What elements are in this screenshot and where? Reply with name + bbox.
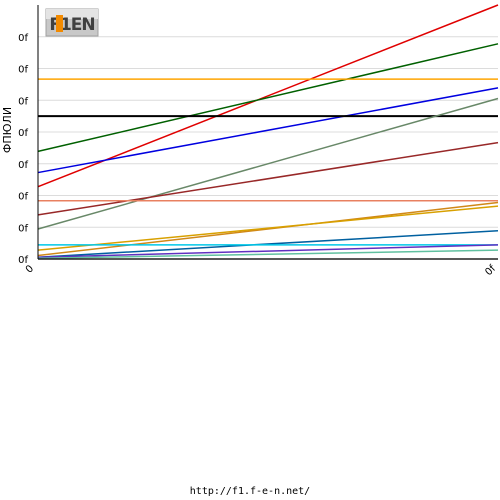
y-tick-label: 0f	[18, 160, 28, 171]
y-tick-label: 0f	[18, 192, 28, 203]
grid	[38, 36, 498, 260]
series-line-9	[37, 201, 499, 257]
footer-url[interactable]: http://f1.f-e-n.net/	[189, 486, 311, 497]
series-line-11	[37, 230, 499, 258]
series-line-2	[37, 43, 499, 153]
axes	[37, 5, 498, 260]
series-line-14	[37, 249, 499, 260]
series-line-6	[37, 97, 499, 230]
y-tick-label: 0f	[18, 128, 28, 139]
y-axis-label: ФПЮЛИ	[1, 107, 14, 153]
series-line-7	[37, 141, 499, 216]
series-line-1	[37, 4, 499, 188]
series-line-4	[37, 87, 499, 174]
y-tick-label: 0f	[18, 96, 28, 107]
series-line-13	[37, 244, 499, 258]
x-tick-label: 0f	[483, 263, 498, 278]
y-tick-label: 0f	[18, 65, 28, 76]
y-tick-label: 0f	[18, 223, 28, 234]
y-tick-label: 0f	[18, 255, 28, 266]
logo: F1EN	[45, 8, 99, 37]
x-tick-label: 0	[24, 263, 36, 275]
y-tick-label: 0f	[18, 33, 28, 44]
series-line-10	[37, 205, 499, 251]
